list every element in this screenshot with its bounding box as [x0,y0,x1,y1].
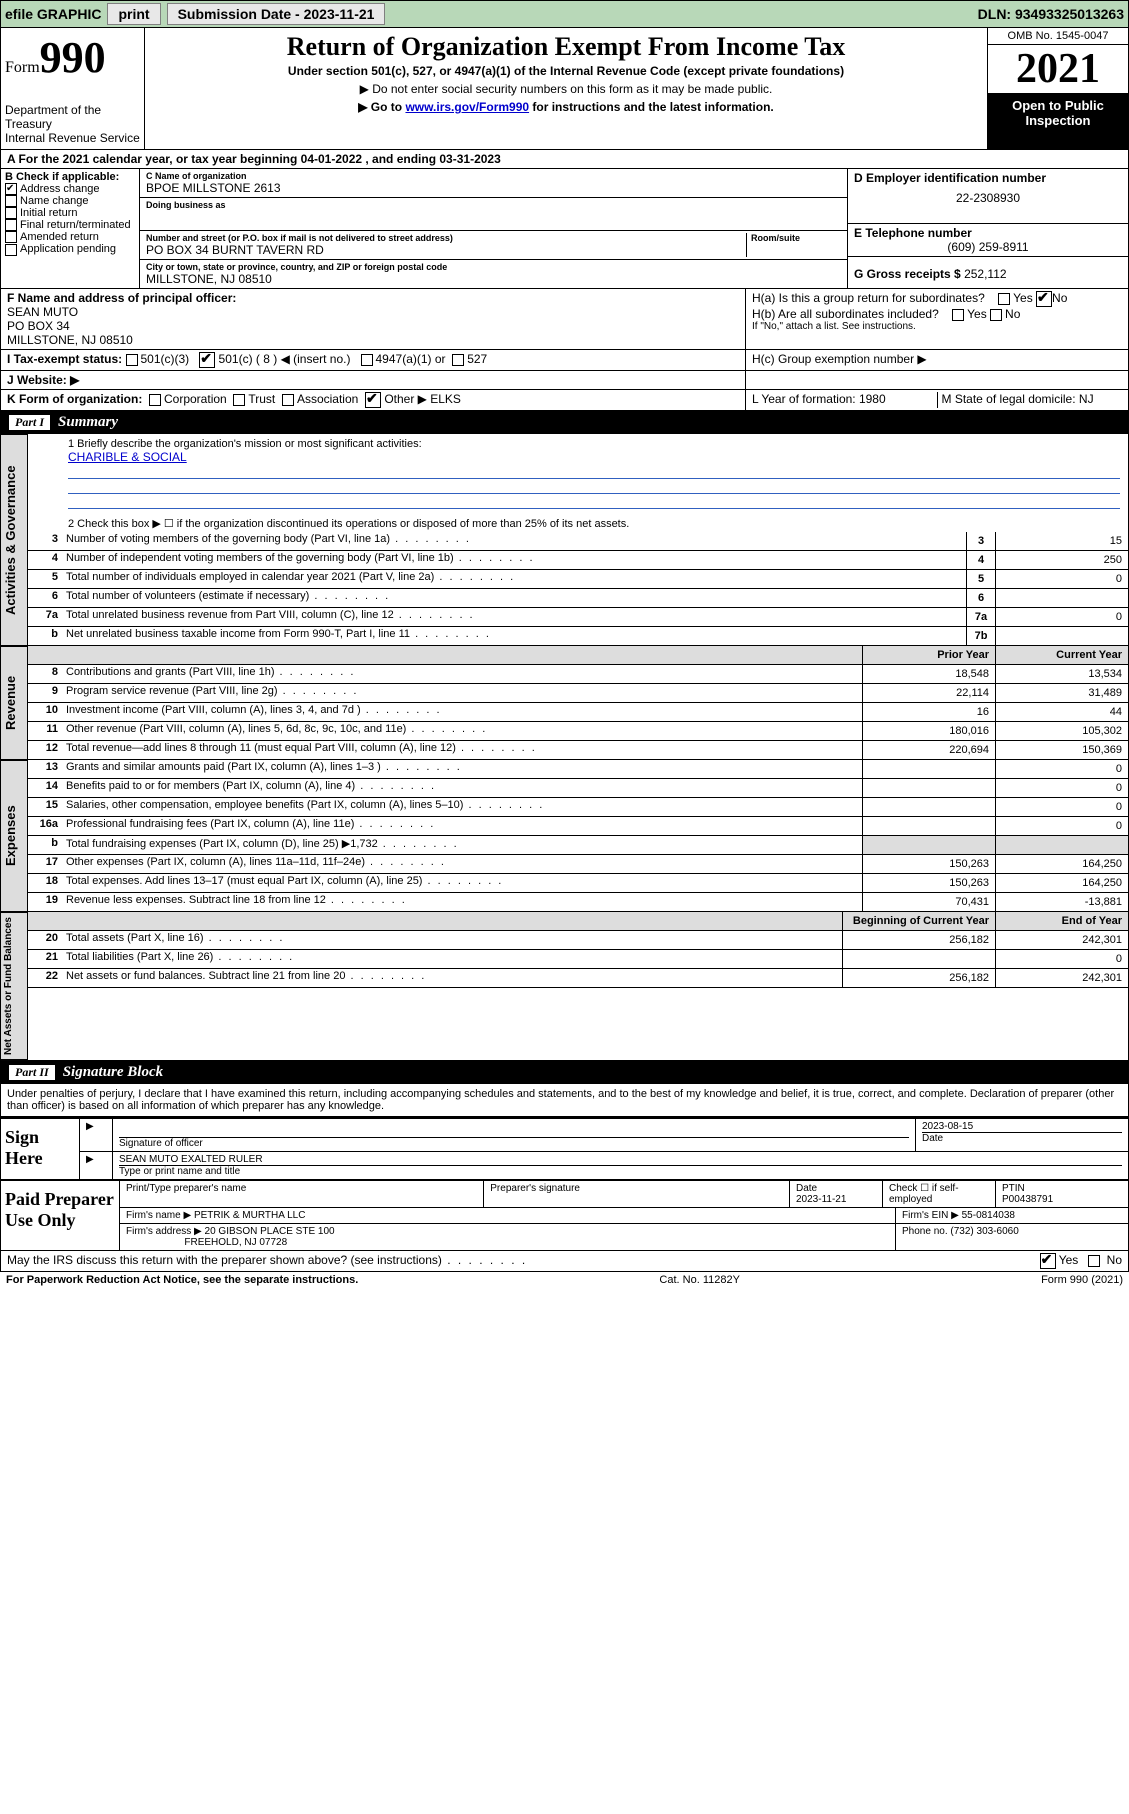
table-row: 15Salaries, other compensation, employee… [28,798,1128,817]
efile-label: efile GRAPHIC [5,6,101,22]
sign-here-block: Sign Here ▶ Signature of officer 2023-08… [0,1117,1129,1180]
dept-treasury: Department of the Treasury [5,103,140,131]
row-a-tax-year: A For the 2021 calendar year, or tax yea… [0,150,1129,169]
topbar: efile GRAPHIC print Submission Date - 20… [0,0,1129,28]
arrow-icon: ▶ [86,1121,94,1132]
form-header: Form990 Department of the Treasury Inter… [0,28,1129,150]
h-b: H(b) Are all subordinates included? Yes … [752,307,1122,321]
gross-receipts: 252,112 [964,267,1007,281]
note-link: ▶ Go to www.irs.gov/Form990 for instruct… [151,100,981,114]
tax-year: 2021 [988,45,1128,94]
col-c-org: C Name of organization BPOE MILLSTONE 26… [140,169,848,288]
summary-governance: Activities & Governance 1 Briefly descri… [0,434,1129,646]
table-row: 10Investment income (Part VIII, column (… [28,703,1128,722]
firm-phone: (732) 303-6060 [950,1226,1018,1237]
discuss-yes[interactable] [1040,1253,1056,1269]
mission-text[interactable]: CHARIBLE & SOCIAL [68,450,187,464]
row-i: I Tax-exempt status: 501(c)(3) 501(c) ( … [0,350,1129,371]
two-col-header: Prior Year Current Year [28,646,1128,665]
part-ii-header: Part II Signature Block [0,1061,1129,1084]
table-row: 19Revenue less expenses. Subtract line 1… [28,893,1128,912]
officer-name: SEAN MUTO [7,305,739,319]
vtab-governance: Activities & Governance [1,434,28,646]
omb-number: OMB No. 1545-0047 [988,28,1128,45]
table-row: bTotal fundraising expenses (Part IX, co… [28,836,1128,855]
row-f-h: F Name and address of principal officer:… [0,289,1129,350]
table-row: 20Total assets (Part X, line 16)256,1822… [28,931,1128,950]
org-city: MILLSTONE, NJ 08510 [146,272,841,286]
sig-date: 2023-08-15 [922,1121,1122,1132]
table-row: 14Benefits paid to or for members (Part … [28,779,1128,798]
org-street: PO BOX 34 BURNT TAVERN RD [146,243,746,257]
chk-initial[interactable]: Initial return [5,207,135,219]
sig-declaration: Under penalties of perjury, I declare th… [0,1084,1129,1117]
form-title: Return of Organization Exempt From Incom… [151,32,981,62]
table-row: 21Total liabilities (Part X, line 26)0 [28,950,1128,969]
firm-addr: 20 GIBSON PLACE STE 100 [205,1226,335,1237]
row-j: J Website: ▶ [0,371,1129,390]
phone: (609) 259-8911 [854,240,1122,254]
firm-ein: 55-0814038 [962,1210,1015,1221]
irs: Internal Revenue Service [5,131,140,145]
discuss-row: May the IRS discuss this return with the… [0,1251,1129,1272]
vtab-expenses: Expenses [1,760,28,912]
firm-name: PETRIK & MURTHA LLC [194,1210,306,1221]
note-ssn: ▶ Do not enter social security numbers o… [151,82,981,96]
table-row: 11Other revenue (Part VIII, column (A), … [28,722,1128,741]
year-formation: L Year of formation: 1980 [752,392,938,408]
chk-amended[interactable]: Amended return [5,231,135,243]
section-bcd: B Check if applicable: Address change Na… [0,169,1129,289]
form-subtitle: Under section 501(c), 527, or 4947(a)(1)… [151,64,981,78]
chk-pending[interactable]: Application pending [5,243,135,255]
h-a: H(a) Is this a group return for subordin… [752,291,1122,307]
table-row: 5Total number of individuals employed in… [28,570,1128,589]
print-button[interactable]: print [107,3,160,25]
chk-name[interactable]: Name change [5,195,135,207]
table-row: 6Total number of volunteers (estimate if… [28,589,1128,608]
dln: DLN: 93493325013263 [978,6,1124,22]
open-to-public: Open to Public Inspection [988,94,1128,149]
table-row: 17Other expenses (Part IX, column (A), l… [28,855,1128,874]
chk-address[interactable]: Address change [5,183,135,195]
col-d-ein: D Employer identification number 22-2308… [848,169,1128,288]
table-row: bNet unrelated business taxable income f… [28,627,1128,646]
form-number: Form990 [5,32,140,83]
table-row: 9Program service revenue (Part VIII, lin… [28,684,1128,703]
paid-preparer-block: Paid Preparer Use Only Print/Type prepar… [0,1180,1129,1251]
h-c: H(c) Group exemption number ▶ [746,350,1128,370]
col-b-checkboxes: B Check if applicable: Address change Na… [1,169,140,288]
table-row: 16aProfessional fundraising fees (Part I… [28,817,1128,836]
row-k: K Form of organization: Corporation Trus… [0,390,1129,411]
chk-final[interactable]: Final return/terminated [5,219,135,231]
balance-header: Beginning of Current Year End of Year [28,912,1128,931]
discuss-no[interactable] [1088,1255,1100,1267]
part-i-header: Part I Summary [0,411,1129,434]
table-row: 13Grants and similar amounts paid (Part … [28,760,1128,779]
state-domicile: M State of legal domicile: NJ [938,392,1123,408]
table-row: 4Number of independent voting members of… [28,551,1128,570]
submission-date: Submission Date - 2023-11-21 [167,3,386,25]
summary-balance: Net Assets or Fund Balances Beginning of… [0,912,1129,1061]
arrow-icon: ▶ [86,1154,94,1165]
table-row: 22Net assets or fund balances. Subtract … [28,969,1128,988]
ptin: P00438791 [1002,1194,1053,1205]
org-name: BPOE MILLSTONE 2613 [146,181,841,195]
irs-link[interactable]: www.irs.gov/Form990 [405,100,529,114]
table-row: 18Total expenses. Add lines 13–17 (must … [28,874,1128,893]
officer-name-title: SEAN MUTO EXALTED RULER [119,1154,1122,1166]
table-row: 8Contributions and grants (Part VIII, li… [28,665,1128,684]
table-row: 3Number of voting members of the governi… [28,532,1128,551]
footer: For Paperwork Reduction Act Notice, see … [0,1272,1129,1288]
vtab-revenue: Revenue [1,646,28,760]
summary-revenue: Revenue Prior Year Current Year 8Contrib… [0,646,1129,760]
table-row: 7aTotal unrelated business revenue from … [28,608,1128,627]
prep-date: 2023-11-21 [796,1194,846,1205]
vtab-balance: Net Assets or Fund Balances [1,912,28,1060]
table-row: 12Total revenue—add lines 8 through 11 (… [28,741,1128,760]
summary-expenses: Expenses 13Grants and similar amounts pa… [0,760,1129,912]
ein: 22-2308930 [854,191,1122,205]
